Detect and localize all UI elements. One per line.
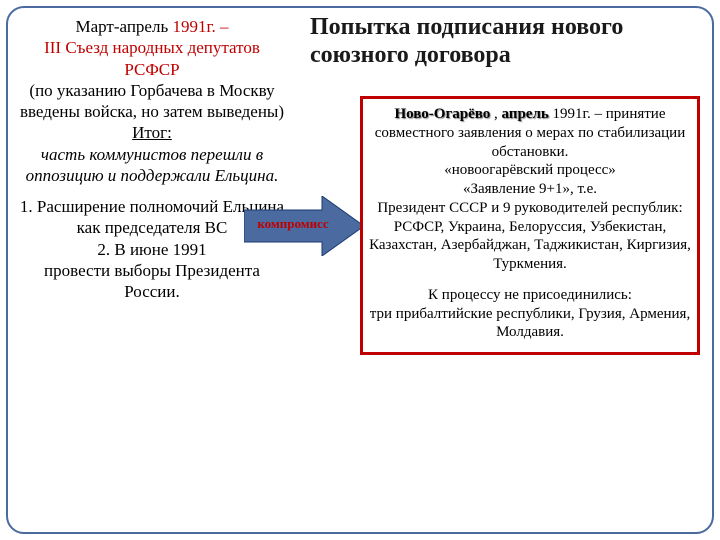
left-paren: (по указанию Горбачева в Москву введены …: [18, 80, 286, 123]
pt2-num: 2.: [97, 240, 114, 259]
left-congress: III Съезд народных депутатов РСФСР: [18, 37, 286, 80]
pt1-num: 1.: [20, 197, 37, 216]
month: апрель: [502, 106, 549, 122]
point-2b: провести выборы Президента России.: [18, 260, 286, 303]
slide-title: Попытка подписания нового союзного догов…: [310, 14, 700, 69]
itog-label: Итог:: [132, 123, 172, 142]
r-line5: РСФСР, Украина, Белоруссия, Узбекистан, …: [369, 218, 691, 274]
right-box: Ново-Огарёво , апрель 1991г. – принятие …: [360, 96, 700, 355]
left-date-b: 1991г. –: [172, 17, 228, 36]
sep: ,: [490, 106, 501, 122]
r-line3: «Заявление 9+1», т.е.: [369, 180, 691, 199]
itog-text: часть коммунистов перешли в оппозицию и …: [18, 144, 286, 187]
left-date-a: Март-апрель: [75, 17, 172, 36]
r-line7: три прибалтийские республики, Грузия, Ар…: [369, 305, 691, 343]
r-gap: [369, 274, 691, 286]
r-line6: К процессу не присоединились:: [369, 286, 691, 305]
r-line4: Президент СССР и 9 руководителей республ…: [369, 199, 691, 218]
pt2-text: В июне 1991: [114, 240, 206, 259]
arrow-label: компромисс: [248, 216, 338, 232]
r-line2: «новоогарёвский процесс»: [369, 161, 691, 180]
year: 1991г.: [549, 106, 591, 122]
left-content: Март-апрель 1991г. – III Съезд народных …: [18, 16, 286, 302]
place-name: Ново-Огарёво: [394, 106, 490, 122]
